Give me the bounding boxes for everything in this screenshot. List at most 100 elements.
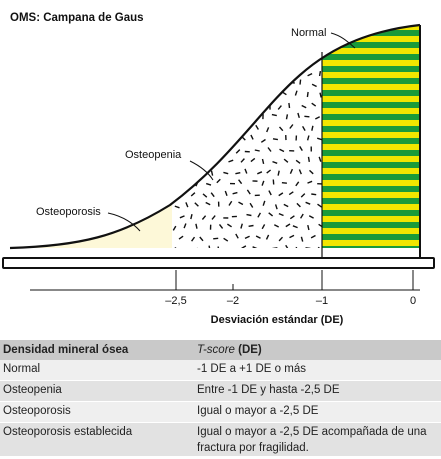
normal-stripe [322, 216, 420, 222]
dash-mark [285, 223, 291, 228]
dash-mark [289, 168, 294, 174]
dash-mark [254, 149, 260, 152]
dash-mark [295, 246, 298, 248]
normal-stripe [322, 0, 420, 6]
header-tscore-italic: T-score [197, 344, 235, 356]
dash-mark [175, 69, 179, 75]
dash-mark [225, 105, 228, 111]
dash-mark [256, 104, 260, 110]
row-category: Normal [3, 363, 41, 375]
dash-mark [306, 91, 309, 98]
dash-mark [300, 213, 304, 219]
dash-mark [218, 223, 224, 229]
dash-mark [235, 149, 241, 154]
dash-mark [179, 215, 185, 219]
dash-mark [202, 193, 208, 198]
dash-mark [223, 237, 229, 242]
dash-mark [301, 59, 307, 65]
dash-mark [281, 182, 287, 184]
dash-mark [252, 246, 258, 248]
normal-region [322, 0, 420, 248]
dash-mark [272, 138, 279, 141]
dash-mark [257, 171, 263, 175]
dash-mark [227, 223, 232, 228]
dash-mark [288, 102, 291, 109]
osteopenia-label: Osteopenia [125, 149, 182, 161]
dash-mark [201, 124, 205, 130]
dash-mark [289, 215, 295, 220]
dash-mark [185, 90, 189, 96]
normal-stripe [322, 54, 420, 60]
dash-mark [308, 215, 314, 219]
dash-mark [230, 113, 235, 119]
dash-mark [265, 82, 270, 88]
dash-mark [238, 201, 244, 206]
normal-stripe [322, 6, 420, 12]
dash-mark [289, 234, 295, 239]
dash-mark [311, 125, 314, 131]
dash-mark [188, 81, 193, 87]
dash-mark [261, 158, 265, 165]
osteoporosis-leader [107, 212, 141, 232]
dash-mark [195, 113, 200, 119]
dash-mark [278, 192, 284, 197]
dash-mark [253, 62, 259, 65]
row-tscore: Igual o mayor a -2,5 DE acompañada de un… [197, 426, 427, 454]
dash-mark [174, 247, 177, 248]
dash-mark [272, 247, 278, 248]
dash-mark [248, 224, 254, 227]
dash-mark [309, 169, 314, 175]
row-tscore: Entre -1 DE y hasta -2,5 DE [197, 384, 340, 396]
dash-mark [172, 136, 177, 141]
normal-stripe [322, 168, 420, 174]
normal-stripe [322, 72, 420, 78]
dash-mark [292, 225, 298, 229]
dash-mark [229, 137, 236, 141]
dash-mark [216, 178, 221, 184]
normal-stripe [322, 210, 420, 216]
dash-mark [239, 93, 242, 99]
dash-mark [194, 92, 200, 97]
dash-mark [194, 157, 199, 163]
dash-mark [228, 70, 234, 73]
dash-mark [200, 106, 206, 110]
dash-mark [316, 137, 322, 141]
dash-mark [296, 202, 301, 208]
dash-mark [205, 115, 210, 121]
dash-mark [208, 245, 211, 248]
dash-mark [220, 114, 224, 121]
normal-stripe [322, 90, 420, 96]
normal-stripe [322, 12, 420, 18]
dash-mark [232, 60, 238, 65]
dash-mark [213, 237, 219, 240]
dash-mark [289, 59, 295, 63]
dash-mark [288, 191, 294, 196]
dash-mark [235, 233, 239, 239]
normal-stripe [322, 102, 420, 108]
normal-stripe [322, 36, 420, 42]
dash-mark [234, 82, 238, 89]
dash-mark [261, 70, 267, 75]
row-tscore: -1 DE a +1 DE o más [197, 363, 306, 375]
dash-mark [251, 93, 257, 96]
dash-mark [268, 190, 272, 196]
dash-mark [318, 70, 322, 77]
header-tscore-unit: (DE) [234, 344, 262, 356]
dash-mark [244, 60, 250, 64]
osteoporosis-label: Osteoporosis [36, 206, 101, 218]
dash-mark [317, 246, 322, 248]
dash-mark [295, 181, 300, 187]
dash-mark [240, 223, 243, 229]
header-density: Densidad mineral ósea [3, 344, 129, 356]
dash-mark [273, 224, 280, 228]
dash-mark [178, 60, 184, 64]
dash-mark [318, 156, 322, 162]
dash-mark [218, 69, 223, 74]
dash-mark [244, 80, 250, 85]
dash-mark [244, 235, 250, 240]
tick-label: –2,5 [165, 295, 186, 307]
dash-mark [224, 190, 228, 196]
dash-mark [271, 113, 277, 117]
dash-mark [306, 135, 310, 141]
bell-curve-diagram: OMS: Campana de Gaus Normal Osteopenia O… [2, 0, 435, 326]
